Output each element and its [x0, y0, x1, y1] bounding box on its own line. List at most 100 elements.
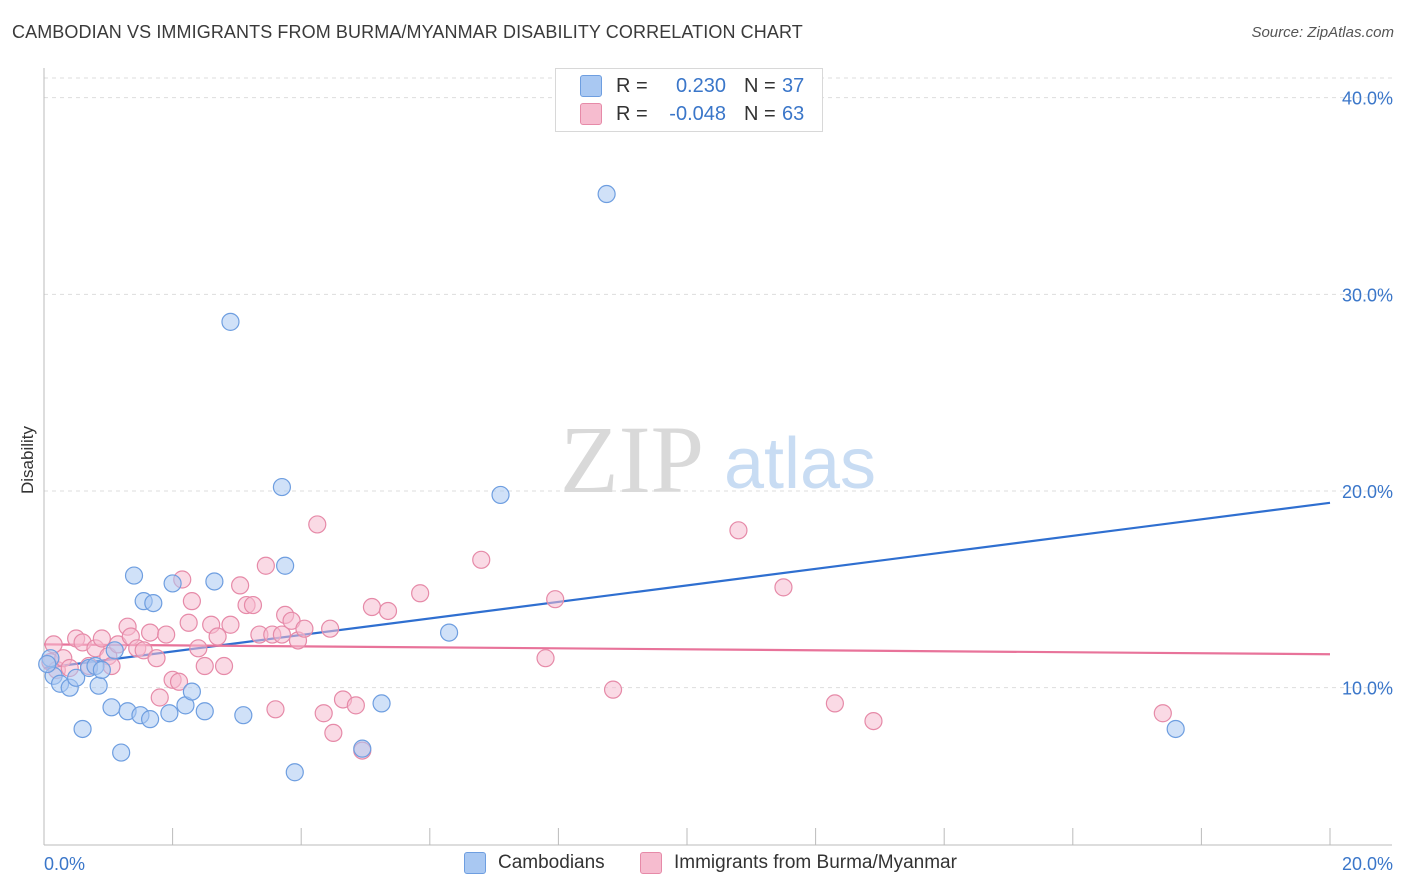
- cambodian-point: [221, 312, 240, 331]
- burma-point: [150, 688, 169, 707]
- burma-point: [321, 619, 340, 638]
- burma-point: [825, 694, 844, 713]
- series-swatch-blue: [464, 852, 486, 874]
- burma-point: [243, 595, 263, 615]
- legend-r-value: 0.230: [675, 74, 726, 97]
- burma-point: [189, 639, 208, 658]
- series-legend-cambodians[interactable]: Cambodians: [464, 852, 605, 874]
- burma-trend-line: [43, 643, 1331, 656]
- axis-layer: [43, 68, 1392, 846]
- burma-point: [1153, 704, 1172, 723]
- legend-n-value: 37: [782, 74, 805, 97]
- legend-r-label: R =: [616, 102, 648, 125]
- cambodian-point: [234, 706, 253, 725]
- burma-point: [195, 656, 214, 676]
- legend-r-value: -0.048: [669, 102, 726, 125]
- burma-point: [362, 597, 382, 617]
- burma-point: [272, 625, 292, 644]
- x-tick-label-min: 0.0%: [44, 854, 85, 874]
- legend-r-label: R =: [616, 74, 648, 97]
- legend-row-burma: R = -0.048 N = 63: [580, 102, 804, 126]
- burma-point: [214, 656, 234, 676]
- burma-point: [266, 700, 285, 719]
- tick-label-layer: 10.0% 20.0% 30.0% 40.0% 0.0% 20.0%: [44, 89, 1393, 874]
- cambodian-point: [102, 698, 121, 717]
- correlation-legend: R = 0.230 N = 37 R = -0.048 N = 63: [555, 68, 823, 132]
- series-legend-burma[interactable]: Immigrants from Burma/Myanmar: [640, 852, 957, 874]
- watermark-atlas: atlas: [724, 424, 876, 504]
- burma-point: [295, 619, 314, 638]
- y-tick-label: 10.0%: [1342, 679, 1393, 699]
- series-swatch-pink: [640, 852, 662, 874]
- legend-swatch-pink: [580, 103, 602, 125]
- cambodian-point: [163, 574, 182, 593]
- x-tick-label-max: 20.0%: [1342, 854, 1393, 874]
- cambodian-point: [73, 719, 92, 739]
- legend-n-label: N =: [744, 74, 776, 97]
- cambodian-point: [124, 566, 144, 585]
- cambodian-point: [1166, 719, 1185, 739]
- legend-row-cambodians: R = 0.230 N = 37: [580, 74, 804, 98]
- watermark-zip: ZIP: [560, 406, 704, 513]
- burma-point: [324, 723, 343, 743]
- y-tick-label: 20.0%: [1342, 482, 1393, 502]
- burma-point: [256, 556, 275, 575]
- cambodian-point: [89, 676, 108, 695]
- cambodian-point: [38, 654, 57, 674]
- watermark: ZIP atlas: [560, 406, 876, 513]
- burma-point: [536, 649, 555, 668]
- cambodian-point: [276, 556, 295, 575]
- cambodian-point: [112, 743, 131, 762]
- burma-point: [157, 625, 176, 644]
- cambodian-point: [439, 623, 459, 642]
- burma-point: [603, 680, 623, 699]
- legend-n-value: 63: [782, 102, 805, 125]
- cambodian-point: [140, 710, 160, 729]
- chart-title: CAMBODIAN VS IMMIGRANTS FROM BURMA/MYANM…: [12, 22, 803, 42]
- cambodian-point: [285, 763, 304, 782]
- burma-point: [864, 711, 883, 731]
- burma-point: [308, 515, 327, 534]
- burma-point: [378, 601, 398, 621]
- burma-point: [231, 576, 250, 595]
- y-axis-label: Disability: [18, 425, 37, 495]
- burma-point: [774, 578, 793, 597]
- series-label-cambodians: Cambodians: [498, 852, 605, 873]
- burma-point: [411, 584, 430, 603]
- cambodian-point: [182, 682, 201, 701]
- burma-point: [546, 590, 565, 609]
- points-layer: [38, 184, 1185, 782]
- legend-swatch-blue: [580, 75, 602, 97]
- cambodian-point: [491, 485, 510, 505]
- series-label-burma: Immigrants from Burma/Myanmar: [674, 852, 957, 873]
- burma-point: [729, 521, 748, 540]
- cambodian-point: [144, 593, 163, 613]
- legend-n-label: N =: [744, 102, 776, 125]
- y-tick-label: 40.0%: [1342, 89, 1393, 109]
- burma-point: [221, 615, 240, 634]
- burma-point: [314, 704, 333, 723]
- burma-point: [182, 592, 201, 611]
- cambodian-point: [160, 704, 179, 723]
- y-tick-label: 30.0%: [1342, 285, 1393, 305]
- cambodian-point: [105, 641, 124, 660]
- series-legend: Cambodians Immigrants from Burma/Myanmar: [0, 852, 1406, 878]
- cambodian-point: [597, 184, 616, 204]
- burma-point: [140, 623, 160, 642]
- cambodian-point: [195, 702, 214, 721]
- burma-point: [179, 613, 198, 632]
- burma-point: [208, 627, 227, 646]
- burma-point: [169, 672, 189, 691]
- cambodian-point: [67, 668, 86, 687]
- burma-point: [147, 649, 166, 668]
- cambodian-point: [353, 739, 372, 758]
- cambodian-point: [205, 572, 224, 591]
- burma-point: [92, 629, 111, 648]
- cambodian-point: [372, 694, 391, 713]
- cambodian-point: [272, 477, 292, 497]
- cambodian-point: [92, 660, 111, 680]
- source-label: Source: ZipAtlas.com: [1251, 24, 1394, 41]
- burma-point: [472, 550, 491, 569]
- burma-point: [346, 696, 365, 715]
